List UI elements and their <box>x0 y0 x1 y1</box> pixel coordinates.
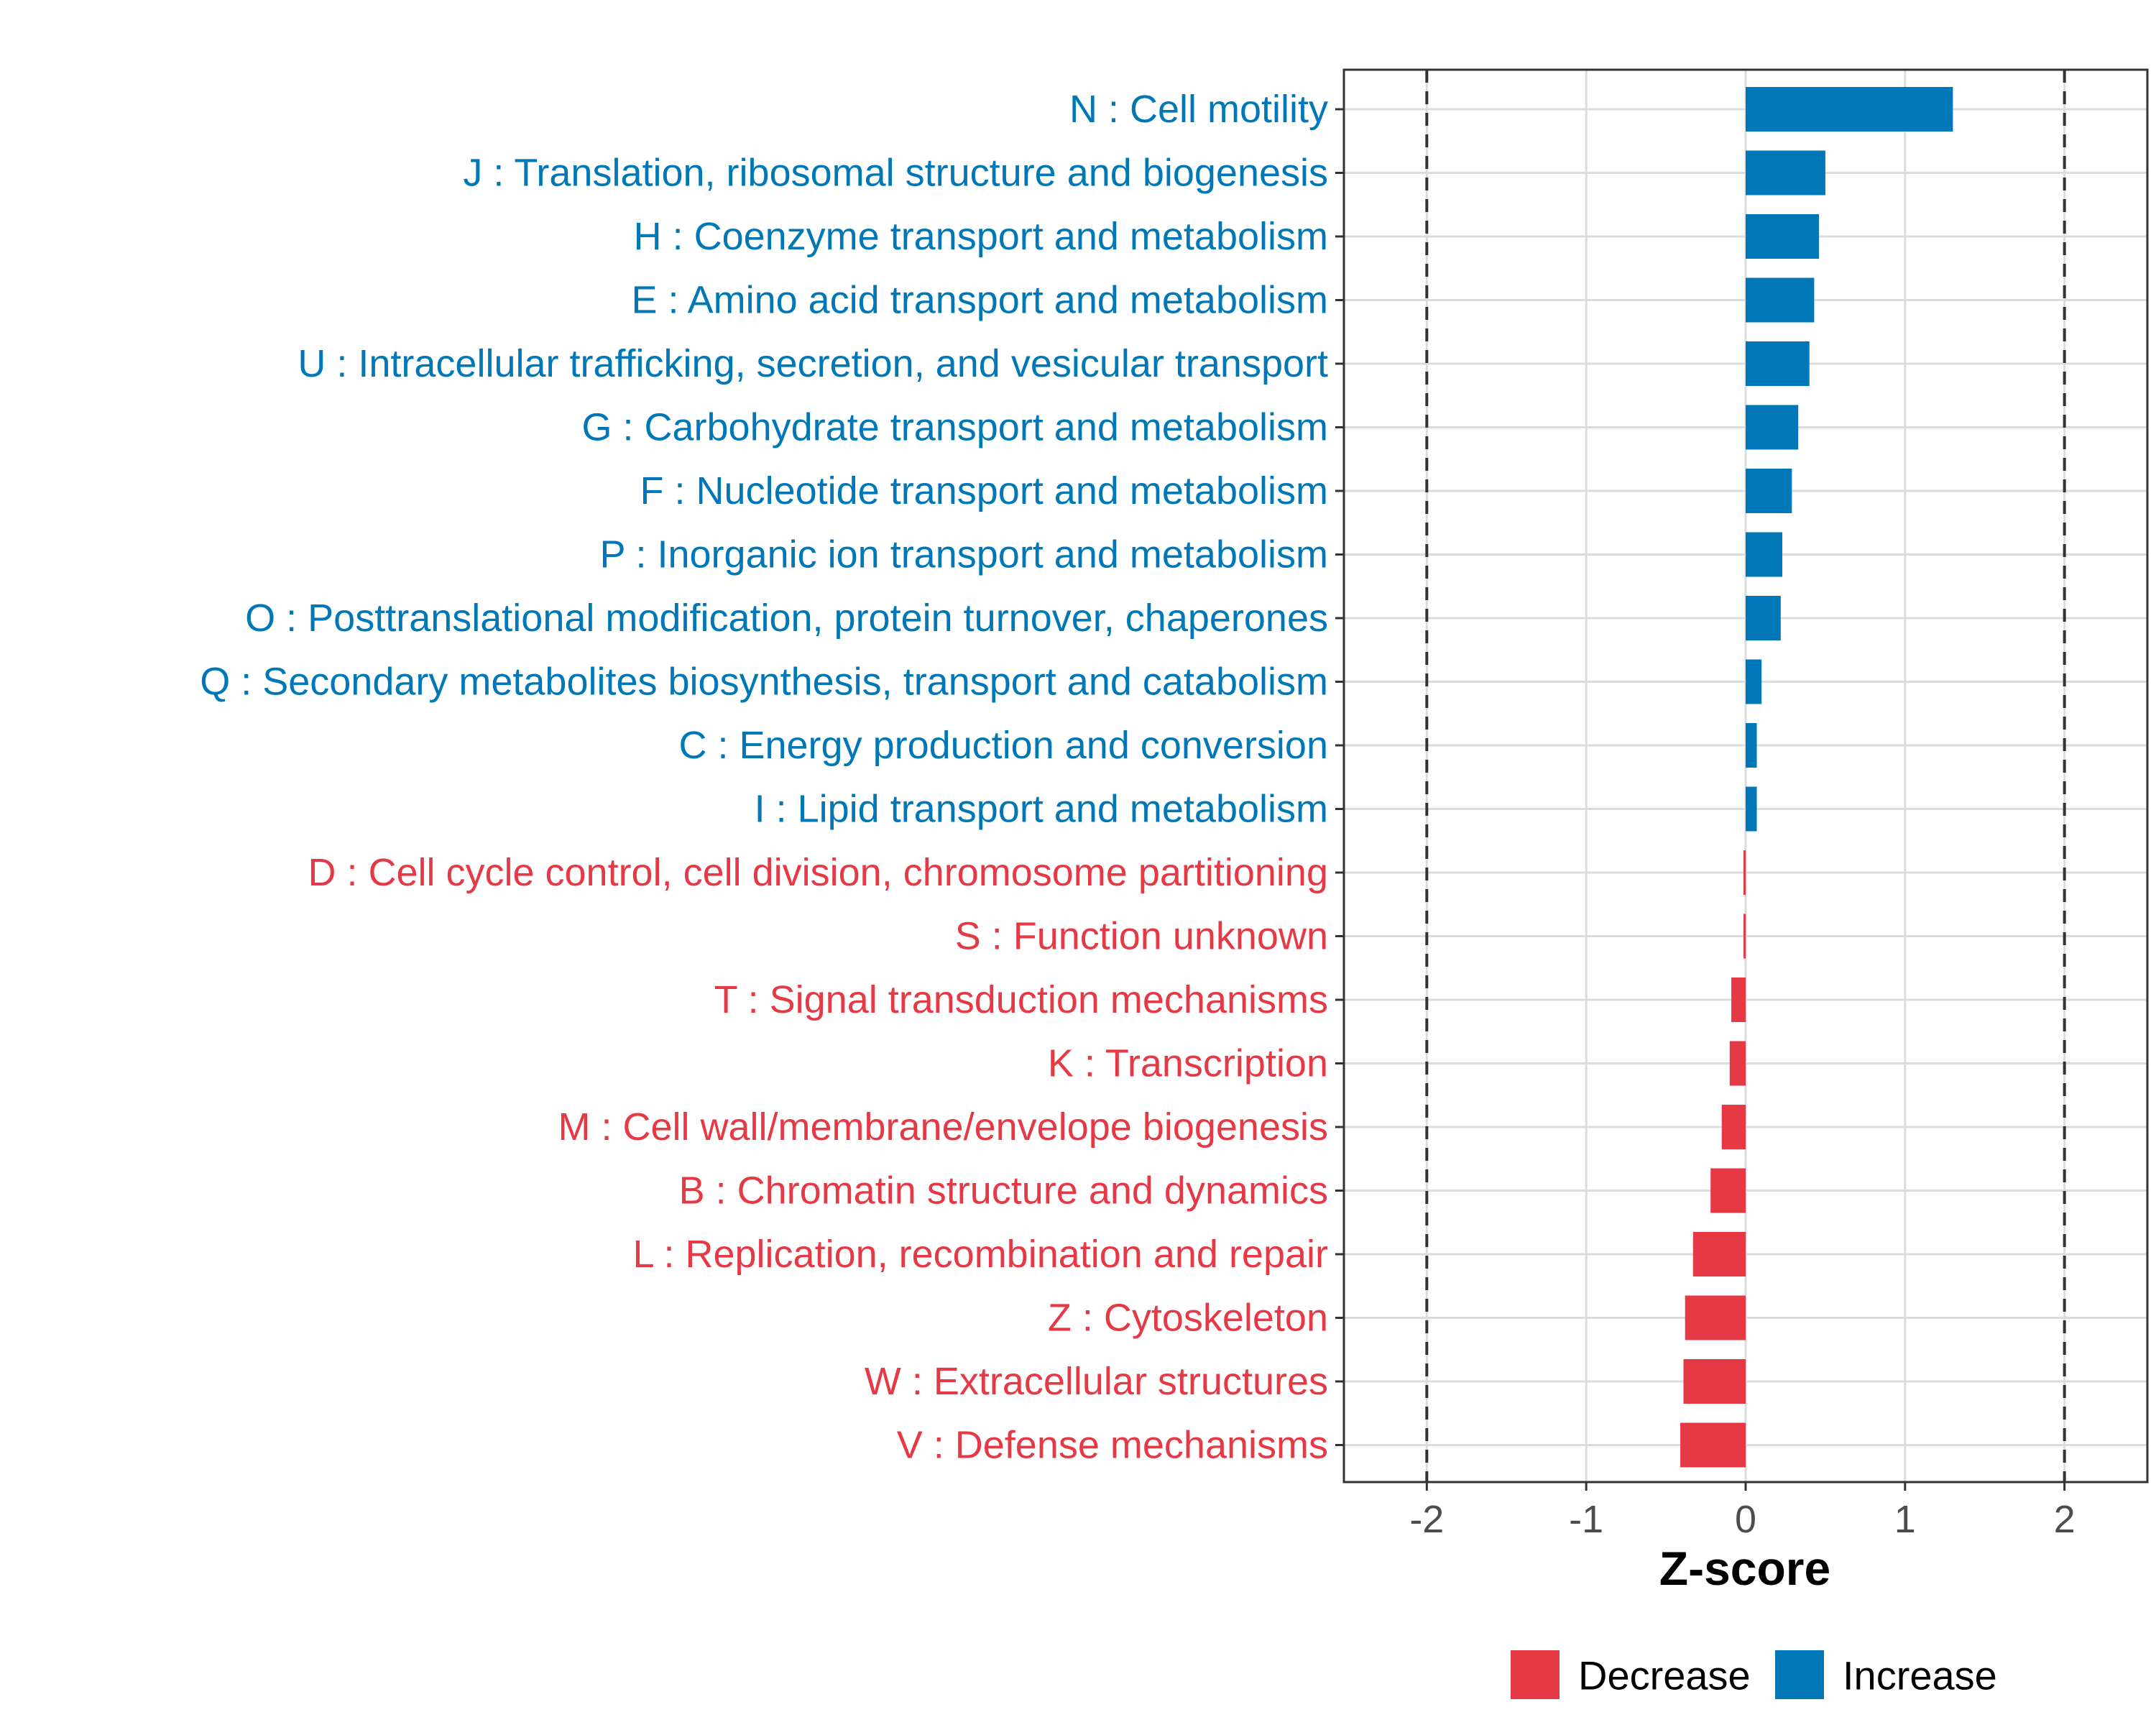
bar-8 <box>1746 596 1781 640</box>
category-label-6: F : Nucleotide transport and metabolism <box>640 469 1328 512</box>
x-axis: -2 -1 0 1 2 <box>1335 68 2149 1541</box>
bar-3 <box>1746 277 1815 323</box>
bar-9 <box>1746 659 1762 704</box>
bar-2 <box>1746 214 1820 259</box>
category-label-3: E : Amino acid transport and metabolism <box>632 279 1328 322</box>
bar-15 <box>1729 1041 1746 1086</box>
category-label-13: S : Function unknown <box>955 915 1328 958</box>
bar-19 <box>1685 1295 1746 1340</box>
bar-10 <box>1746 723 1757 768</box>
category-label-1: J : Translation, ribosomal structure and… <box>463 152 1328 195</box>
bar-14 <box>1731 978 1746 1022</box>
bar-16 <box>1721 1105 1746 1149</box>
bar-11 <box>1746 786 1757 832</box>
x-axis-title: Z-score <box>1659 1542 1830 1595</box>
bar-13 <box>1743 914 1746 959</box>
bar-21 <box>1680 1422 1746 1468</box>
category-label-9: Q : Secondary metabolites biosynthesis, … <box>200 661 1328 704</box>
legend-label-increase: Increase <box>1843 1653 1997 1698</box>
bar-7 <box>1746 532 1783 577</box>
bar-18 <box>1692 1232 1746 1276</box>
bar-12 <box>1743 850 1746 895</box>
category-label-8: O : Posttranslational modification, prot… <box>245 597 1328 640</box>
category-label-10: C : Energy production and conversion <box>678 724 1328 767</box>
category-label-19: Z : Cytoskeleton <box>1048 1297 1328 1340</box>
legend-swatch-decrease <box>1511 1650 1560 1699</box>
category-label-16: M : Cell wall/membrane/envelope biogenes… <box>558 1105 1328 1149</box>
category-label-5: G : Carbohydrate transport and metabolis… <box>582 406 1329 449</box>
category-label-17: B : Chromatin structure and dynamics <box>679 1169 1328 1213</box>
category-label-7: P : Inorganic ion transport and metaboli… <box>599 533 1328 576</box>
category-label-0: N : Cell motility <box>1069 88 1328 131</box>
category-label-11: I : Lipid transport and metabolism <box>755 788 1328 831</box>
category-label-14: T : Signal transduction mechanisms <box>714 978 1328 1021</box>
bar-5 <box>1746 405 1799 450</box>
category-label-20: W : Extracellular structures <box>865 1360 1328 1403</box>
x-tick-label-3: 1 <box>1894 1498 1916 1541</box>
bar-17 <box>1710 1168 1746 1213</box>
bar-0 <box>1746 87 1953 132</box>
category-label-15: K : Transcription <box>1048 1042 1328 1085</box>
category-label-2: H : Coenzyme transport and metabolism <box>634 215 1328 258</box>
legend-label-decrease: Decrease <box>1578 1653 1751 1698</box>
category-label-4: U : Intracellular trafficking, secretion… <box>298 342 1328 385</box>
bar-1 <box>1746 150 1825 196</box>
x-tick-label-4: 2 <box>2054 1498 2076 1541</box>
category-label-12: D : Cell cycle control, cell division, c… <box>308 851 1328 894</box>
bar-layer <box>1680 87 1953 1468</box>
legend: Decrease Increase <box>1511 1650 1997 1699</box>
legend-swatch-increase <box>1775 1650 1824 1699</box>
category-label-18: L : Replication, recombination and repai… <box>632 1233 1328 1276</box>
category-label-21: V : Defense mechanisms <box>897 1424 1328 1467</box>
bar-20 <box>1683 1359 1746 1404</box>
bar-6 <box>1746 469 1792 513</box>
category-label-layer: N : Cell motility J : Translation, riboso… <box>200 88 1328 1467</box>
x-tick-label-1: -1 <box>1569 1498 1603 1541</box>
x-tick-label-0: -2 <box>1409 1498 1444 1541</box>
bar-4 <box>1746 341 1810 386</box>
x-tick-label-2: 0 <box>1735 1498 1756 1541</box>
